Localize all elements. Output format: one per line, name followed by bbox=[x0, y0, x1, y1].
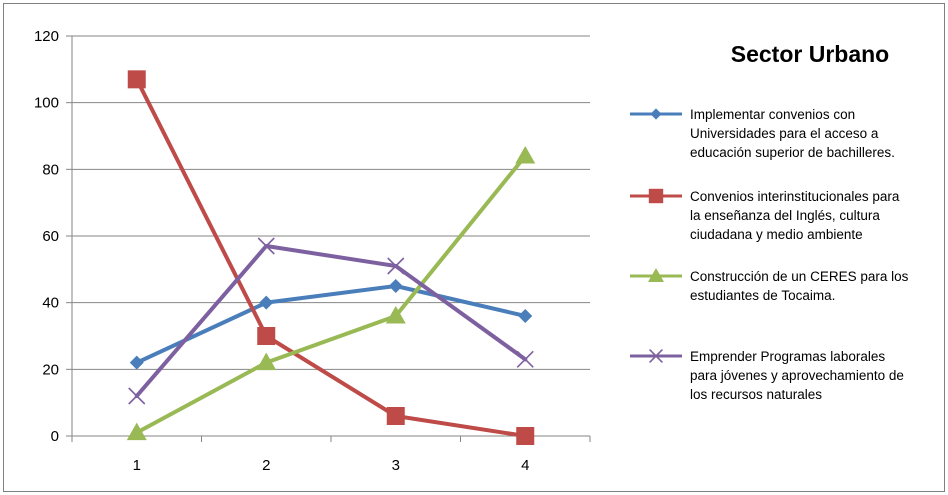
x-tick-label: 4 bbox=[521, 457, 529, 474]
data-point-s1-4 bbox=[518, 309, 533, 323]
data-point-s3-2 bbox=[256, 352, 277, 371]
x-marker-stroke bbox=[649, 349, 663, 363]
gridlines bbox=[72, 35, 590, 370]
legend-marker bbox=[650, 108, 662, 120]
data-point-s4-3 bbox=[387, 257, 405, 275]
legend-entry-2: Convenios interinstitucionales para la en… bbox=[630, 188, 900, 242]
y-tick-label: 60 bbox=[42, 228, 59, 245]
legend-entry-1: Implementar convenios con Universidades p… bbox=[630, 107, 895, 160]
data-point-s1-2 bbox=[259, 295, 274, 310]
x-tick-label: 1 bbox=[133, 457, 141, 474]
data-point-s2-3 bbox=[386, 407, 405, 425]
x-marker-stroke bbox=[128, 387, 146, 405]
y-tick-label: 0 bbox=[51, 428, 59, 445]
data-point-s4-4 bbox=[516, 350, 534, 368]
legend-label: para jóvenes y aprovechamiento de bbox=[690, 368, 904, 383]
legend-entry-3: Construcción de un CERES para los estudia… bbox=[630, 268, 909, 303]
x-tick-label: 3 bbox=[392, 457, 400, 474]
data-point-s2-2 bbox=[257, 327, 276, 345]
legend-label: educación superior de bachilleres. bbox=[690, 145, 895, 160]
legend-label: Construcción de un CERES para los bbox=[690, 269, 909, 284]
y-tick-labels: 0 20 40 60 80 100 120 bbox=[34, 28, 59, 445]
legend-label: Implementar convenios con bbox=[690, 107, 855, 122]
legend-label: Emprender Programas laborales bbox=[690, 349, 885, 364]
legend-marker bbox=[648, 268, 664, 282]
x-marker-stroke bbox=[387, 257, 405, 275]
series-line-4 bbox=[134, 244, 528, 398]
legend: Implementar convenios con Universidades p… bbox=[630, 107, 909, 402]
data-point-s4-2 bbox=[257, 237, 275, 255]
x-marker-stroke bbox=[516, 350, 534, 368]
x-marker-stroke bbox=[257, 237, 275, 255]
legend-label: Universidades para el acceso a bbox=[690, 126, 879, 141]
legend-marker bbox=[649, 349, 663, 363]
series-line-2 bbox=[134, 77, 528, 438]
y-tick-label: 80 bbox=[42, 161, 59, 178]
chart-frame bbox=[3, 3, 945, 492]
legend-label: la enseñanza del Inglés, cultura bbox=[690, 208, 880, 223]
data-point-s4-1 bbox=[128, 387, 146, 405]
data-point-s3-1 bbox=[126, 422, 147, 441]
legend-marker bbox=[648, 188, 664, 204]
series-line-3 bbox=[134, 154, 528, 435]
data-point-s1-3 bbox=[388, 279, 403, 293]
legend-label: estudiantes de Tocaima. bbox=[690, 288, 835, 303]
y-tick-label: 40 bbox=[42, 295, 59, 312]
data-point-s3-4 bbox=[515, 146, 536, 164]
axes bbox=[66, 35, 591, 442]
series-lines bbox=[134, 77, 528, 438]
y-tick-label: 100 bbox=[34, 95, 59, 112]
y-tick-label: 20 bbox=[42, 361, 59, 378]
legend-entry-4: Emprender Programas laborales para jóvene… bbox=[630, 349, 904, 402]
y-tick-label: 120 bbox=[34, 28, 59, 45]
series-markers bbox=[126, 70, 536, 445]
series-line-1 bbox=[134, 284, 528, 365]
chart-title: Sector Urbano bbox=[731, 41, 889, 67]
legend-label: los recursos naturales bbox=[690, 387, 822, 402]
data-point-s3-3 bbox=[385, 306, 406, 324]
legend-label: Convenios interinstitucionales para bbox=[690, 189, 900, 204]
data-point-s2-1 bbox=[127, 70, 146, 89]
x-tick-label: 2 bbox=[262, 457, 270, 474]
data-point-s1-1 bbox=[129, 355, 144, 370]
x-tick-labels: 1 2 3 4 bbox=[133, 457, 530, 474]
data-point-s2-4 bbox=[516, 427, 535, 445]
legend-label: ciudadana y medio ambiente bbox=[690, 227, 863, 242]
